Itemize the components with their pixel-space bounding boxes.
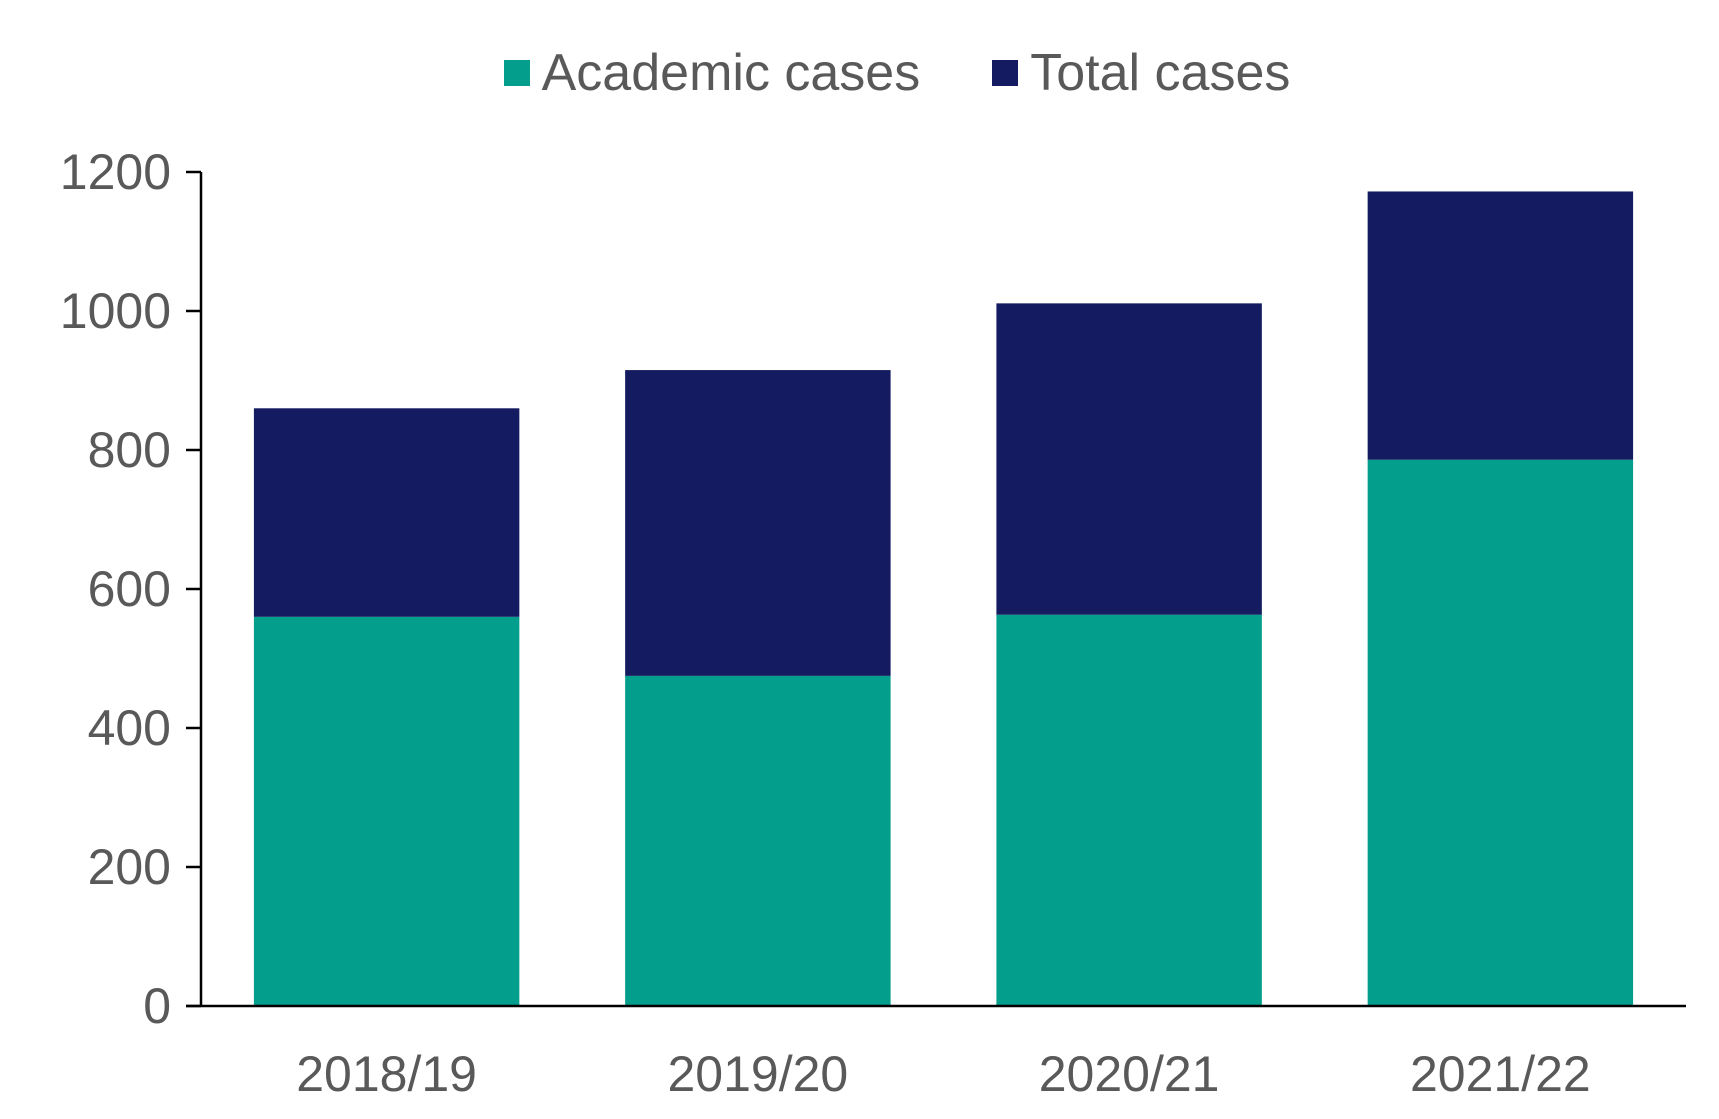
- legend-swatch-academic-cases: [503, 60, 530, 86]
- y-axis-ticks: 0 200 400 600 800 1000 1200: [60, 144, 201, 1034]
- bar-academic-cases-1: [625, 675, 891, 1006]
- bar-total-cases-1: [625, 370, 891, 676]
- y-tick-label: 1000: [60, 283, 171, 339]
- y-tick-label: 800: [88, 422, 171, 478]
- y-tick-label: 1200: [60, 144, 171, 200]
- x-tick-label: 2020/21: [1039, 1046, 1220, 1102]
- bar-academic-cases-3: [1367, 459, 1634, 1007]
- bar-total-cases-2: [996, 303, 1262, 615]
- chart-legend: Academic cases Total cases: [0, 38, 1719, 108]
- legend-item-total-cases: Total cases: [992, 43, 1290, 103]
- x-tick-label: 2021/22: [1410, 1046, 1591, 1102]
- legend-label-total-cases: Total cases: [1030, 44, 1291, 102]
- legend-label-academic-cases: Academic cases: [541, 44, 921, 102]
- x-axis-ticks: 2018/19 2019/20 2020/21 2021/22: [296, 1046, 1591, 1102]
- y-tick-label: 0: [143, 978, 171, 1034]
- y-tick-label: 400: [88, 700, 171, 756]
- bar-total-cases-3: [1367, 191, 1634, 460]
- y-tick-label: 600: [88, 561, 171, 617]
- bars-group: [253, 191, 1634, 1007]
- y-tick-label: 200: [88, 839, 171, 895]
- x-tick-label: 2019/20: [668, 1046, 849, 1102]
- legend-swatch-total-cases: [992, 60, 1019, 86]
- bar-total-cases-0: [253, 408, 520, 617]
- bar-academic-cases-0: [253, 616, 520, 1006]
- legend-item-academic-cases: Academic cases: [503, 43, 921, 103]
- bar-academic-cases-2: [996, 614, 1262, 1006]
- x-tick-label: 2018/19: [296, 1046, 477, 1102]
